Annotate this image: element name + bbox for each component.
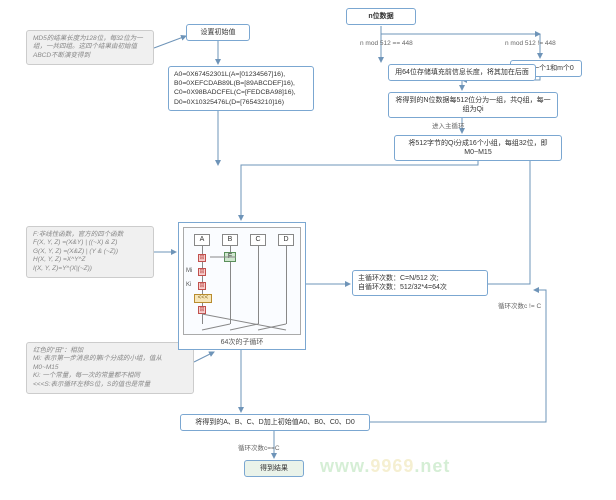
setinit-node: 设置初始值 (186, 24, 250, 41)
plus-3: ⊞ (198, 282, 206, 290)
k-label: Ki (186, 282, 191, 288)
loopcond-right: 循环次数c != C (498, 300, 541, 310)
sub64-title: 64次的子循环 (183, 337, 301, 347)
result-node: 得到结果 (244, 460, 304, 477)
f-box: F (224, 252, 236, 262)
plus-2: ⊞ (198, 268, 206, 276)
plus-1: ⊞ (198, 254, 206, 262)
loopcond-bot: 循环次数c==C (238, 442, 280, 452)
note-top: MD5的结果长度为128位，每32位为一组，一共四组。这四个结果由初始值ABCD… (26, 30, 154, 65)
add-node: 将得到的A、B、C、D加上初始值A0、B0、C0、D0 (180, 414, 370, 431)
note-bot: 红色的"田"：相加 Mi: 表示第一步消息的第i个分成的小组，值从M0~M15 … (26, 342, 194, 394)
sub64-container: A B C D F ⊞ ⊞ ⊞ ⊞ Mi Ki <<< 64次的子循环 (178, 222, 306, 350)
subgroup-node: 将512字节的Qi分成16个小组，每组32位，即M0~M15 (394, 135, 562, 161)
root-label: n位数据 (368, 13, 393, 20)
m-label: Mi (186, 268, 192, 274)
cond-right: n mod 512 != 448 (505, 40, 556, 47)
enter-label: 进入主循环 (432, 120, 465, 130)
col-d: D (278, 234, 294, 246)
note-mid: F:非线性函数，官方的四个函数 F(X, Y, Z) =(X&Y) | ((~X… (26, 226, 154, 278)
cond-left: n mod 512 == 448 (360, 40, 413, 47)
shift-box: <<< (194, 294, 212, 303)
watermark: www.9969.net (320, 456, 450, 477)
store-node: 用64位存储填充前信息长度，将其加在后面 (388, 64, 536, 81)
plus-4: ⊞ (198, 306, 206, 314)
col-b: B (222, 234, 238, 246)
init-vals-node: A0=0X67452301L(A=[01234567]16), B0=0XEFC… (168, 66, 314, 111)
split-node: 将得到的N位数据每512位分为一组，共Q组，每一组为Qi (388, 92, 558, 118)
sub64-inner: A B C D F ⊞ ⊞ ⊞ ⊞ Mi Ki <<< (183, 227, 301, 335)
loopcount-node: 主循环次数：C=N/512 次; 自循环次数：512/32*4=64次 (352, 270, 488, 296)
col-a: A (194, 234, 210, 246)
root-node: n位数据 (346, 8, 416, 25)
col-c: C (250, 234, 266, 246)
